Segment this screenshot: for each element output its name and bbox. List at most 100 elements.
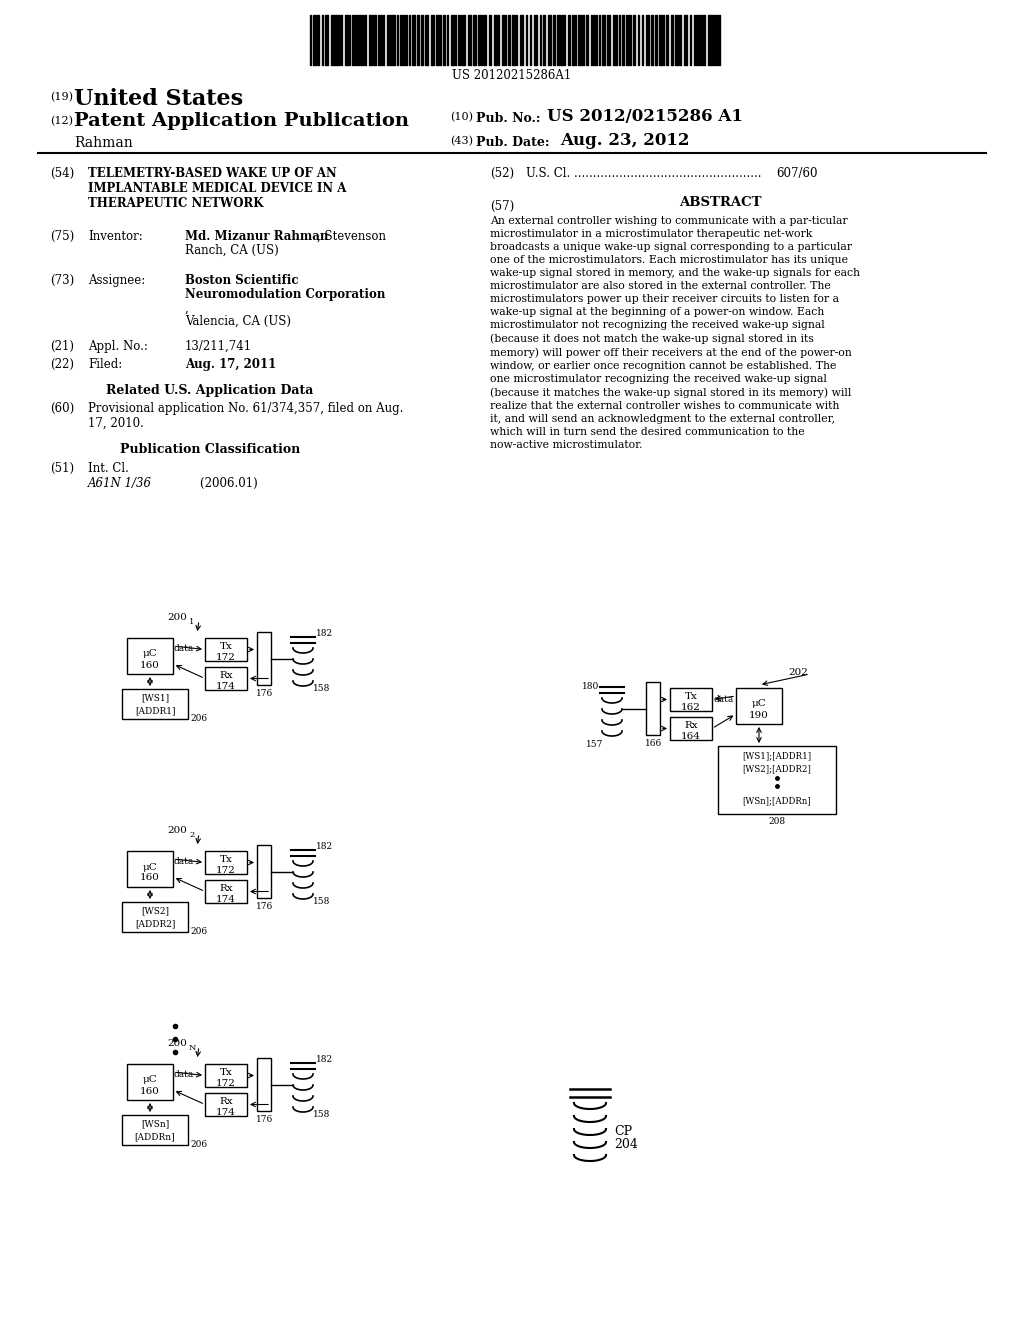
Text: [ADDRn]: [ADDRn] [135,1133,175,1142]
Text: (57): (57) [490,201,514,213]
Text: 182: 182 [316,1055,333,1064]
Text: 160: 160 [140,1086,160,1096]
Bar [122,902,188,932]
Text: 204: 204 [614,1138,638,1151]
Text: data: data [174,1071,195,1078]
Text: 174: 174 [216,1107,236,1117]
Text: 182: 182 [316,842,333,851]
Text: 158: 158 [313,1110,331,1119]
Text: 160: 160 [140,874,160,883]
Text: 157: 157 [586,741,603,748]
Text: , Stevenson: , Stevenson [317,230,386,243]
Text: N: N [189,1044,197,1052]
Text: 172: 172 [216,653,236,663]
Text: [WSn];[ADDRn]: [WSn];[ADDRn] [742,796,811,805]
Text: (19): (19) [50,92,73,103]
Text: TELEMETRY-BASED WAKE UP OF AN
IMPLANTABLE MEDICAL DEVICE IN A
THERAPEUTIC NETWOR: TELEMETRY-BASED WAKE UP OF AN IMPLANTABL… [88,168,346,210]
Bar [670,688,712,711]
Text: (12): (12) [50,116,73,127]
Text: [ADDR2]: [ADDR2] [135,920,175,928]
Text: ,: , [185,302,188,315]
Text: Tx: Tx [219,1068,232,1077]
Text: Boston Scientific: Boston Scientific [185,275,299,286]
Text: 206: 206 [190,1140,207,1148]
Text: (10): (10) [450,112,473,123]
Text: A61N 1/36: A61N 1/36 [88,477,152,490]
Text: U.S. Cl. ..................................................: U.S. Cl. ...............................… [526,168,762,180]
Text: 607/60: 607/60 [776,168,817,180]
Text: (60): (60) [50,403,75,414]
Bar [670,717,712,741]
Text: 206: 206 [190,714,207,723]
Bar [205,851,247,874]
Text: (52): (52) [490,168,514,180]
Bar [736,688,782,723]
Text: Pub. Date:: Pub. Date: [476,136,550,149]
Bar [257,845,271,898]
Text: (43): (43) [450,136,473,147]
Text: 174: 174 [216,682,236,690]
Text: Appl. No.:: Appl. No.: [88,341,147,352]
Bar [122,1115,188,1144]
Text: data: data [174,644,195,653]
Text: Tx: Tx [219,642,232,651]
Text: Assignee:: Assignee: [88,275,145,286]
Text: United States: United States [74,88,243,110]
Text: Md. Mizanur Rahman: Md. Mizanur Rahman [185,230,329,243]
Text: 162: 162 [681,704,701,711]
Text: An external controller wishing to communicate with a par-ticular
microstimulator: An external controller wishing to commun… [490,216,860,450]
Text: 158: 158 [313,684,331,693]
Text: [WSn]: [WSn] [141,1119,169,1129]
Bar [257,632,271,685]
Text: 182: 182 [316,630,333,638]
Text: 172: 172 [216,1078,236,1088]
Text: 2: 2 [189,832,195,840]
Text: Patent Application Publication: Patent Application Publication [74,112,409,129]
Text: 164: 164 [681,733,701,741]
Text: [WS2]: [WS2] [141,907,169,916]
Text: (22): (22) [50,358,74,371]
Text: (51): (51) [50,462,74,475]
Text: Publication Classification: Publication Classification [120,444,300,455]
Text: Aug. 23, 2012: Aug. 23, 2012 [560,132,689,149]
Text: data: data [713,696,733,704]
Text: μC: μC [142,862,158,871]
Text: 158: 158 [313,898,331,906]
Text: US 20120215286A1: US 20120215286A1 [453,69,571,82]
Bar [257,1059,271,1111]
Text: (2006.01): (2006.01) [170,477,258,490]
Text: 1: 1 [189,618,195,626]
Text: 174: 174 [216,895,236,904]
Text: μC: μC [752,700,766,709]
Text: Filed:: Filed: [88,358,122,371]
Text: 176: 176 [256,1115,273,1125]
Text: Inventor:: Inventor: [88,230,142,243]
Text: 172: 172 [216,866,236,875]
Text: Neuromodulation Corporation: Neuromodulation Corporation [185,288,385,301]
Text: 206: 206 [190,927,207,936]
Text: (73): (73) [50,275,75,286]
Text: (54): (54) [50,168,75,180]
Text: US 2012/0215286 A1: US 2012/0215286 A1 [547,108,742,125]
Text: Related U.S. Application Data: Related U.S. Application Data [106,384,313,397]
Text: Rx: Rx [219,671,232,680]
Text: Ranch, CA (US): Ranch, CA (US) [185,244,279,257]
Text: μC: μC [142,1076,158,1085]
Text: [WS1]: [WS1] [141,693,169,702]
Text: 176: 176 [256,902,273,911]
Text: [ADDR1]: [ADDR1] [135,706,175,715]
Text: 180: 180 [582,682,599,690]
Bar [127,638,173,675]
Bar [205,1093,247,1115]
Text: 208: 208 [768,817,785,826]
Text: 202: 202 [788,668,808,677]
Text: Tx: Tx [219,855,232,865]
Text: data: data [174,857,195,866]
Bar [205,667,247,690]
Text: [WS1];[ADDR1]: [WS1];[ADDR1] [742,751,812,760]
Text: Provisional application No. 61/374,357, filed on Aug.
17, 2010.: Provisional application No. 61/374,357, … [88,403,403,430]
Bar [122,689,188,719]
Text: Tx: Tx [685,692,697,701]
Bar [205,1064,247,1086]
Text: ABSTRACT: ABSTRACT [679,195,761,209]
